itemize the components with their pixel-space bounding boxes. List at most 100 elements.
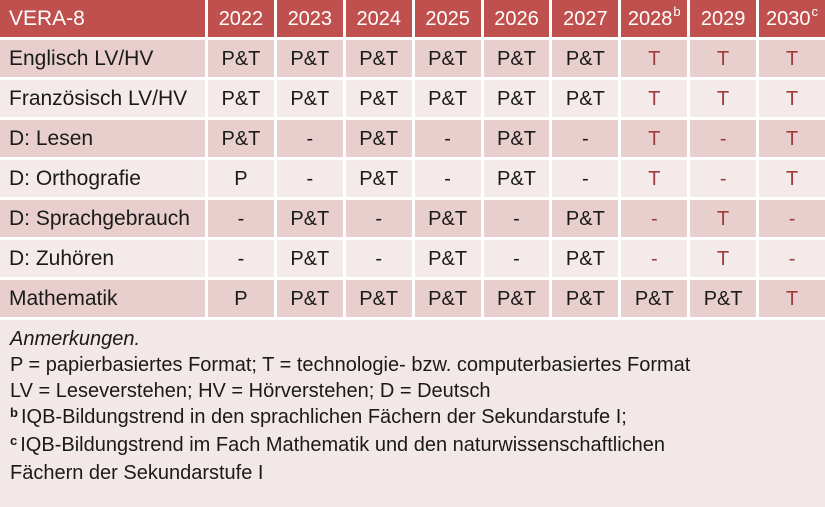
year-label: 2026 (494, 7, 539, 30)
note-superscript-c: c (10, 433, 18, 448)
note-line: c IQB-Bildungstrend im Fach Mathematik un… (10, 432, 815, 460)
table-cell: P&T (414, 40, 481, 77)
table-cell: P&T (483, 160, 550, 197)
table-cell: P&T (208, 80, 274, 117)
note-text: LV = Leseverstehen; HV = Hörverstehen; D… (10, 380, 491, 402)
year-label: 2030 (766, 7, 811, 30)
table-cell: - (690, 120, 757, 157)
table-cell: - (621, 200, 688, 237)
table-cell: - (276, 160, 343, 197)
header-superscript-c: c (811, 4, 819, 19)
table-cell: P&T (483, 120, 550, 157)
table-cell: - (552, 160, 619, 197)
table-cell: P (208, 160, 274, 197)
year-label: 2028 (627, 7, 673, 30)
table-row-label: Mathematik (0, 280, 205, 317)
table-cell: T (759, 80, 825, 117)
table-cell: T (759, 280, 825, 317)
year-label: 2024 (356, 7, 401, 30)
table-cell: P&T (483, 280, 550, 317)
table-cell: - (690, 160, 757, 197)
table-cell: T (759, 40, 825, 77)
note-superscript-b: b (10, 405, 18, 420)
table-cell: T (690, 200, 757, 237)
table-cell: P&T (552, 240, 619, 277)
year-label: 2022 (218, 7, 264, 30)
header-superscript-b: b (673, 4, 681, 19)
table-cell: T (759, 120, 825, 157)
table-cell: P&T (414, 80, 481, 117)
table-cell: - (208, 240, 274, 277)
table-cell: T (621, 160, 688, 197)
table-header-year: 2029 (690, 0, 757, 37)
table-cell: P&T (414, 200, 481, 237)
table-cell: P&T (552, 40, 619, 77)
table-cell: P&T (345, 160, 412, 197)
table-row-label: Französisch LV/HV (0, 80, 205, 117)
table-header-year: 2026 (483, 0, 550, 37)
table-cell: P&T (276, 280, 343, 317)
table-cell: T (690, 240, 757, 277)
table-cell: - (345, 240, 412, 277)
table-cell: P&T (345, 120, 412, 157)
note-text: IQB-Bildungstrend in den sprachlichen Fä… (20, 406, 627, 428)
note-line: LV = Leseverstehen; HV = Hörverstehen; D… (10, 378, 815, 404)
note-text: Anmerkungen. (10, 328, 141, 350)
table-cell: P&T (276, 40, 343, 77)
table-cell: P&T (345, 80, 412, 117)
table-cell: P&T (276, 200, 343, 237)
table-header-year: 2023 (276, 0, 343, 37)
table-cell: P&T (414, 280, 481, 317)
table-header-year: 2022 (208, 0, 274, 37)
table-header-year: 2027 (552, 0, 619, 37)
table-row-label: D: Orthografie (0, 160, 205, 197)
table-cell: T (759, 160, 825, 197)
table-cell: - (483, 240, 550, 277)
table-cell: T (690, 80, 757, 117)
table-cell: P&T (552, 200, 619, 237)
year-label: 2027 (563, 7, 608, 30)
note-text: P = papierbasiertes Format; T = technolo… (10, 354, 691, 376)
table-cell: P&T (208, 120, 274, 157)
table-cell: T (621, 120, 688, 157)
table-cell: - (276, 120, 343, 157)
table-row-label: D: Sprachgebrauch (0, 200, 205, 237)
table-cell: P&T (276, 240, 343, 277)
year-label: 2023 (287, 7, 333, 30)
table-cell: P (208, 280, 274, 317)
table-cell: P&T (414, 240, 481, 277)
note-text: IQB-Bildungstrend im Fach Mathematik und… (20, 434, 665, 456)
table-row-label: Englisch LV/HV (0, 40, 205, 77)
table-row-label: D: Lesen (0, 120, 205, 157)
notes: Anmerkungen. P = papierbasiertes Format; … (0, 320, 825, 486)
table-cell: - (552, 120, 619, 157)
table-cell: T (690, 40, 757, 77)
table-header-year: 2030 c (759, 0, 825, 37)
note-line: Fächern der Sekundarstufe I (10, 460, 815, 486)
table-cell: T (621, 40, 688, 77)
table-cell: - (208, 200, 274, 237)
year-label: 2029 (700, 7, 746, 30)
table-cell: P&T (345, 280, 412, 317)
table-cell: - (414, 120, 481, 157)
table-header-year: 2025 (414, 0, 481, 37)
table-cell: P&T (552, 280, 619, 317)
table-cell: - (759, 240, 825, 277)
table-cell: P&T (621, 280, 688, 317)
year-label: 2025 (425, 7, 470, 30)
table-header-corner: VERA-8 (0, 0, 205, 37)
table-header-year: 2028 b (621, 0, 688, 37)
table-cell: - (414, 160, 481, 197)
table-row-label: D: Zuhören (0, 240, 205, 277)
table-cell: P&T (345, 40, 412, 77)
table-cell: P&T (276, 80, 343, 117)
table-cell: P&T (483, 80, 550, 117)
note-line: P = papierbasiertes Format; T = technolo… (10, 352, 815, 378)
table-cell: P&T (208, 40, 274, 77)
table-cell: P&T (690, 280, 757, 317)
table-cell: P&T (483, 40, 550, 77)
table-cell: - (759, 200, 825, 237)
note-text: Fächern der Sekundarstufe I (10, 462, 264, 484)
table-cell: - (483, 200, 550, 237)
